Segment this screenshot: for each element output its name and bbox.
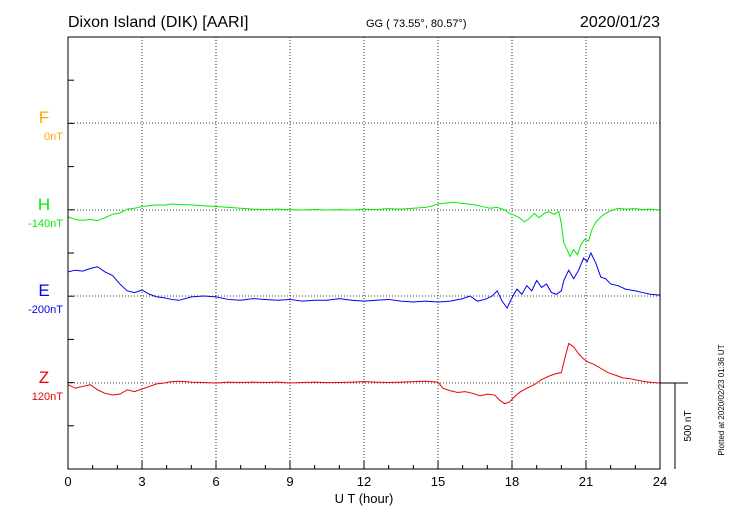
label-layer: 0 3 6 9 12 15 18 21 24 F 0nT H -140nT E -200nT Z 120nT — [28, 108, 667, 489]
x-tick-label: 3 — [138, 474, 145, 489]
x-tick-label: 12 — [357, 474, 371, 489]
chart-date: 2020/01/23 — [580, 14, 660, 31]
x-tick-label: 18 — [505, 474, 519, 489]
component-label-z: Z — [39, 368, 49, 387]
component-label-f: F — [39, 108, 49, 127]
component-baseline-e: -200nT — [28, 304, 63, 316]
series-line-h — [67, 201, 661, 258]
x-axis-label: U T (hour) — [335, 491, 394, 506]
x-tick-label: 6 — [212, 474, 219, 489]
component-baseline-f: 0nT — [44, 131, 63, 143]
grid-layer — [68, 37, 660, 469]
component-baseline-z: 120nT — [32, 391, 63, 403]
tick-layer — [67, 36, 661, 470]
series-line-e — [67, 251, 661, 310]
station-coordinates: GG ( 73.55°, 80.57°) — [366, 18, 467, 30]
x-tick-label: 0 — [64, 474, 71, 489]
x-tick-label: 21 — [579, 474, 593, 489]
series-line-z — [67, 342, 661, 405]
plotted-timestamp: Plotted at 2020/02/23 01:36 UT — [717, 344, 726, 455]
component-baseline-h: -140nT — [28, 218, 63, 230]
scale-bar: 500 nT — [660, 382, 694, 469]
x-tick-label: 24 — [653, 474, 667, 489]
scale-bar-label: 500 nT — [683, 410, 694, 441]
station-title: Dixon Island (DIK) [AARI] — [68, 14, 249, 31]
series-layer — [67, 201, 661, 405]
component-label-e: E — [38, 281, 49, 300]
component-label-h: H — [38, 195, 50, 214]
x-tick-label: 15 — [431, 474, 445, 489]
x-tick-label: 9 — [286, 474, 293, 489]
